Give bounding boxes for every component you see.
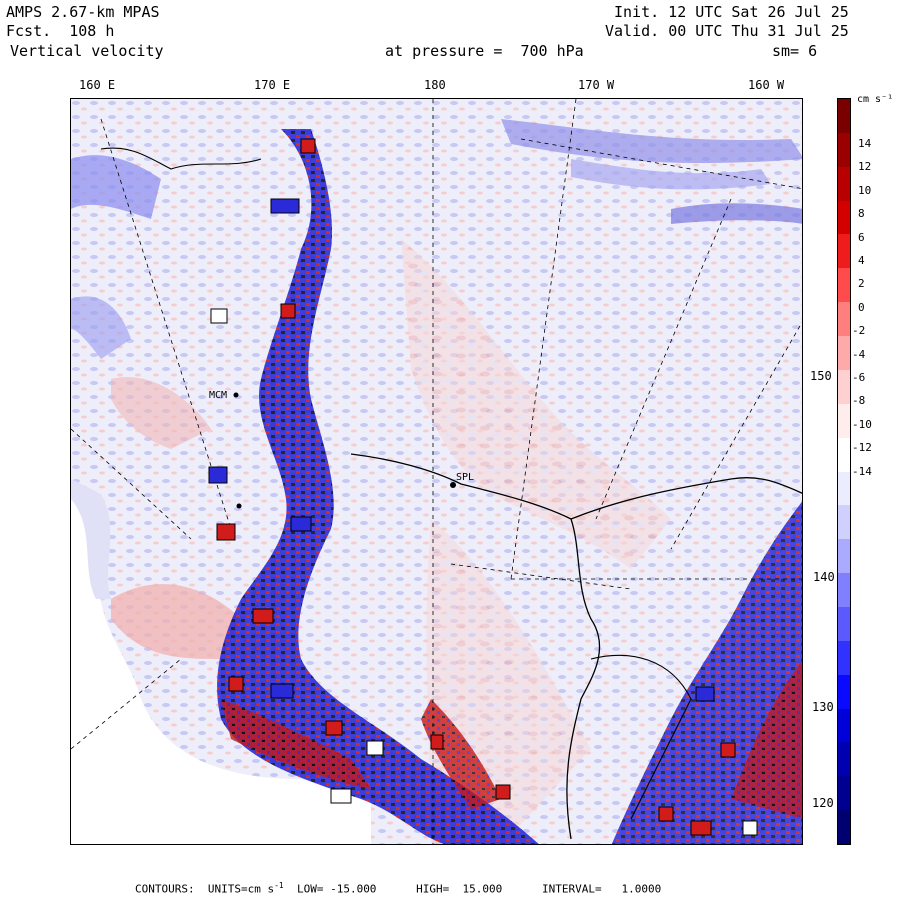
meridian-lines [71,99,802,844]
colorbar-label: -12 [852,441,872,455]
colorbar-segment [838,369,850,405]
colorbar-segment [838,810,850,845]
colorbar-label: -14 [852,464,872,478]
colorbar-label: -8 [852,394,866,408]
colorbar-label: 10 [858,183,872,197]
colorbar-segment [838,99,850,134]
colorbar-label: 12 [858,160,872,174]
colorbar-label: 8 [858,207,865,221]
colorbar-label: -6 [852,371,866,384]
colorbar-segment [838,505,850,540]
colorbar-label: -10 [852,417,872,431]
colorbar-label: -4 [852,347,866,361]
extrema-boxes [208,138,758,836]
colorbar-unit: cm s⁻¹ [857,94,894,105]
field-name: Vertical velocity [10,42,164,60]
no-data-region [71,499,371,844]
contour-units: CONTOURS: UNITS=cm s [135,882,275,896]
colorbar-segment [838,200,850,235]
transantarctic-mountains [217,129,539,844]
vertical-velocity-map: SPL MCM [70,98,803,845]
colorbar-segment [838,539,850,574]
colorbar-label: 6 [858,230,865,244]
colorbar-segment [838,776,850,811]
colorbar-segment [838,403,850,439]
colorbar-label: 14 [858,137,872,150]
colorbar-segment [838,268,850,303]
init-time: Init. 12 UTC Sat 26 Jul 25 [614,3,849,21]
station-label: MCM [209,390,227,401]
colorbar-label: 0 [858,300,865,314]
colorbar-segment [838,606,850,642]
colorbar-segment [838,166,850,202]
ross-ice-shelf [401,239,671,569]
contour-info: CONTOURS: UNITS=cm s-1 LOW= -15.000 HIGH… [135,881,661,896]
colorbar-segment [838,640,850,676]
colorbar [837,98,851,845]
colorbar-segment [838,437,850,472]
colorbar-segment [838,573,850,608]
colorbar-segment [838,132,850,168]
contour-unit-exponent: -1 [274,881,284,890]
colorbar-segment [838,234,850,269]
site-label: SPL [456,472,474,483]
map-canvas: SPL MCM [71,99,802,844]
colorbar-segment [838,336,850,371]
colorbar-segment [838,708,850,743]
grounding-line [350,453,601,840]
colorbar-label: -2 [852,324,866,338]
colorbar-segment [838,674,850,710]
lon-label-160w: 160 W [748,78,785,92]
colorbar-label: 4 [858,254,865,267]
lon-label-170e: 170 E [254,78,291,92]
lon-label-170w: 170 W [578,78,615,92]
smoothing-value: sm= 6 [772,42,818,60]
colorbar-segment [838,471,850,506]
colorbar-segment [838,742,850,777]
contour-range: LOW= -15.000 HIGH= 15.000 INTERVAL= 1.00… [283,882,662,896]
forecast-hour: Fcst. 108 h [6,22,115,40]
pressure-level: at pressure = 700 hPa [385,42,584,60]
model-title: AMPS 2.67-km MPAS [6,3,160,21]
valid-time: Valid. 00 UTC Thu 31 Jul 25 [605,22,849,40]
lon-label-160e: 160 E [79,78,116,92]
station-marker [450,482,456,488]
lon-label-180: 180 [424,78,446,92]
colorbar-segment [838,302,850,337]
colorbar-label: 2 [858,277,865,291]
